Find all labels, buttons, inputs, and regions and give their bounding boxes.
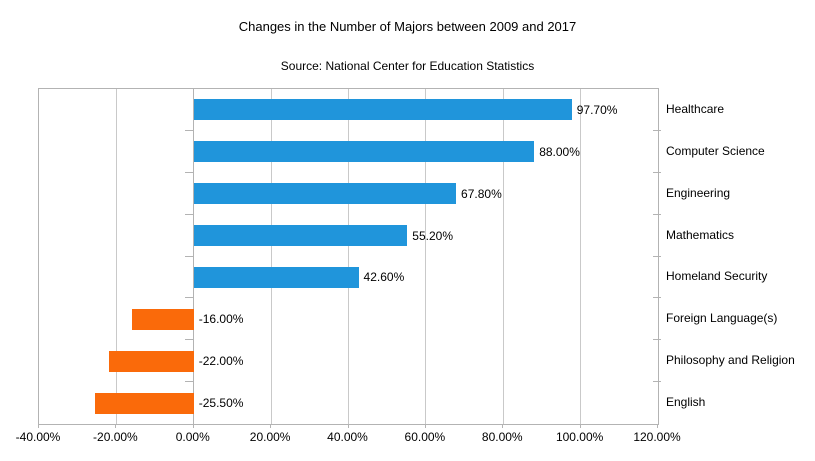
x-axis-tick-mark [115, 424, 117, 428]
x-axis-tick-mark [424, 424, 426, 428]
gridline [270, 89, 272, 424]
x-axis-tick-mark [270, 424, 272, 428]
bar-foreign-language-s [131, 308, 194, 330]
x-axis-tick-label: -20.00% [93, 430, 138, 444]
bar-value-label: 42.60% [363, 270, 405, 285]
gridline [502, 89, 504, 424]
bar-homeland-security [193, 266, 359, 288]
category-axis-tick-mark [184, 297, 193, 299]
x-axis-tick-mark [192, 424, 194, 428]
bar-philosophy-and-religion [108, 350, 194, 372]
category-axis-tick-mark [653, 381, 661, 383]
category-axis-tick-mark [653, 171, 661, 173]
plot-area: 97.70% 88.00% 67.80% 55.20% 42.60% -16.00% -22… [38, 88, 659, 425]
category-axis-tick-mark [653, 255, 661, 257]
category-axis-tick-mark [184, 381, 193, 383]
category-axis-tick-mark [653, 213, 661, 215]
category-label: Healthcare [666, 101, 725, 116]
bar-value-label: -16.00% [198, 312, 244, 327]
gridline [115, 89, 117, 424]
x-axis-tick-label: 80.00% [481, 430, 523, 444]
category-label: English [666, 395, 706, 410]
x-axis-tick-label: -40.00% [15, 430, 61, 444]
chart-title: Changes in the Number of Majors between … [238, 19, 577, 34]
x-axis-tick-mark [502, 424, 504, 428]
chart-subtitle: Source: National Center for Education St… [280, 59, 535, 73]
bar-healthcare [193, 99, 572, 121]
category-label: Computer Science [666, 143, 765, 158]
gridline [580, 89, 582, 424]
bar-value-label: -22.00% [198, 354, 244, 369]
gridline [425, 89, 427, 424]
category-axis-tick-mark [184, 255, 193, 257]
x-axis-tick-label: 60.00% [404, 430, 446, 444]
x-axis-tick-mark [579, 424, 581, 428]
bar-english [95, 392, 194, 414]
bar-engineering [193, 183, 457, 205]
category-axis-tick-mark [184, 129, 193, 131]
gridline [348, 89, 349, 424]
bar-value-label: 97.70% [576, 102, 618, 117]
bar-mathematics [193, 225, 408, 247]
x-axis-tick-mark [657, 424, 658, 428]
x-axis-tick-mark [38, 424, 39, 428]
x-axis-tick-label: 20.00% [249, 430, 291, 444]
category-label: Homeland Security [666, 269, 768, 284]
category-axis-tick-mark [184, 339, 193, 341]
category-axis-tick-mark [653, 339, 661, 341]
bar-value-label: 55.20% [412, 228, 453, 243]
bar-value-label: -25.50% [198, 396, 244, 411]
x-axis-tick-mark [347, 424, 349, 428]
x-axis-tick-label: 120.00% [633, 430, 681, 444]
category-axis-tick-mark [184, 213, 193, 215]
bar-value-label: 67.80% [461, 186, 502, 201]
zero-axis-line [193, 89, 195, 424]
x-axis-tick-label: 40.00% [327, 430, 368, 444]
x-axis-tick-label: 0.00% [175, 430, 210, 444]
bar-computer-science [193, 141, 535, 163]
bar-value-label: 88.00% [539, 144, 580, 159]
category-label: Engineering [666, 185, 731, 200]
category-axis-tick-mark [653, 297, 661, 299]
category-axis-tick-mark [653, 129, 661, 131]
x-axis-tick-label: 100.00% [555, 430, 604, 444]
category-label: Mathematics [666, 227, 735, 242]
category-label: Philosophy and Religion [666, 353, 795, 368]
category-label: Foreign Language(s) [666, 311, 778, 326]
category-axis-tick-mark [184, 171, 193, 173]
